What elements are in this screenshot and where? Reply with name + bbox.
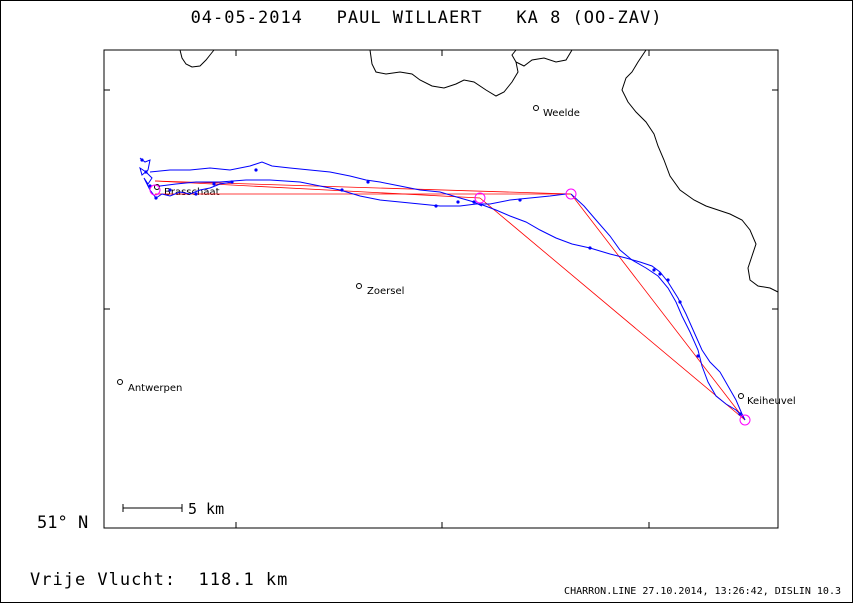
place-marker-weelde bbox=[533, 105, 539, 111]
axis-ticks bbox=[104, 50, 778, 529]
place-label-keiheuvel: Keiheuvel bbox=[747, 396, 796, 407]
turnpoint-1 bbox=[565, 188, 577, 200]
place-label-antwerpen: Antwerpen bbox=[128, 383, 182, 394]
turnpoints bbox=[149, 184, 751, 426]
flight-title: 04-05-2014 PAUL WILLAERT KA 8 (OO-ZAV) bbox=[190, 8, 663, 28]
flight-track bbox=[139, 157, 746, 421]
footer-text: CHARRON.LINE 27.10.2014, 13:26:42, DISLI… bbox=[564, 586, 841, 597]
track-fixes bbox=[140, 158, 742, 416]
place-marker-keiheuvel bbox=[738, 393, 744, 399]
scale-bar bbox=[122, 504, 183, 512]
latitude-label: 51° N bbox=[37, 513, 89, 533]
place-marker-zoersel bbox=[356, 283, 362, 289]
national-border bbox=[179, 49, 779, 293]
place-markers bbox=[117, 105, 744, 399]
distance-text: Vrije Vlucht: 118.1 km bbox=[30, 570, 289, 590]
task-lines bbox=[154, 180, 746, 421]
turnpoint-2 bbox=[474, 192, 486, 204]
turnpoint-start bbox=[149, 184, 161, 196]
place-label-brasschaat: Brasschaat bbox=[164, 187, 220, 198]
turnpoint-3 bbox=[739, 414, 751, 426]
place-label-weelde: Weelde bbox=[543, 108, 580, 119]
map-border bbox=[103, 49, 779, 529]
place-marker-antwerpen bbox=[117, 379, 123, 385]
scale-label: 5 km bbox=[188, 500, 224, 518]
place-label-zoersel: Zoersel bbox=[367, 286, 404, 297]
